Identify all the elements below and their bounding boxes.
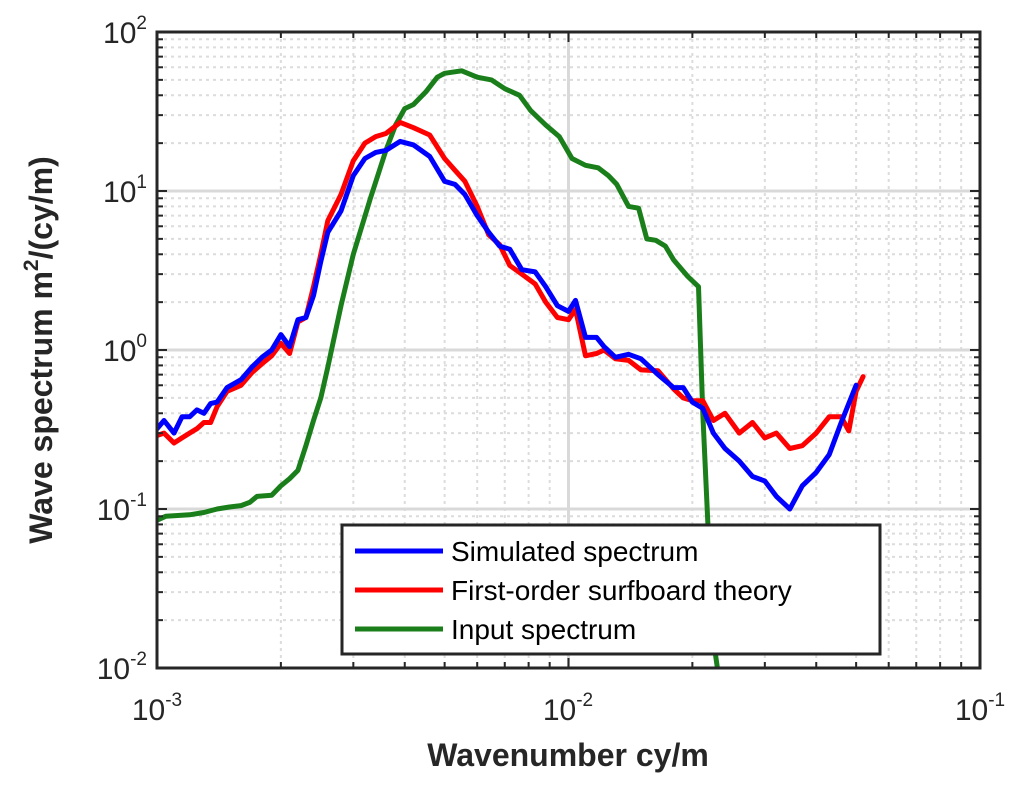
series-line-simulated-spectrum xyxy=(157,138,859,512)
x-tick-label: 10-3 xyxy=(132,690,182,727)
y-tick-label: 10-1 xyxy=(97,490,147,527)
series-line-input-spectrum xyxy=(157,68,720,668)
axis-ticks xyxy=(156,32,980,669)
y-tick-label: 100 xyxy=(103,331,147,368)
x-tick-label: 10-2 xyxy=(543,690,593,727)
x-axis-title: Wavenumber cy/m xyxy=(427,737,709,773)
legend-label: First-order surfboard theory xyxy=(451,575,792,606)
legend: Simulated spectrum First-order surfboard… xyxy=(340,523,882,656)
y-axis-title: Wave spectrum m2/(cy/m) xyxy=(20,156,59,544)
y-tick-label: 101 xyxy=(103,172,147,209)
y-tick-label: 10-2 xyxy=(97,649,147,686)
legend-label: Input spectrum xyxy=(451,614,636,645)
x-tick-label: 10-1 xyxy=(955,690,1005,727)
y-tick-label: 102 xyxy=(103,13,147,50)
legend-label: Simulated spectrum xyxy=(451,536,698,567)
series-lines xyxy=(157,68,866,668)
